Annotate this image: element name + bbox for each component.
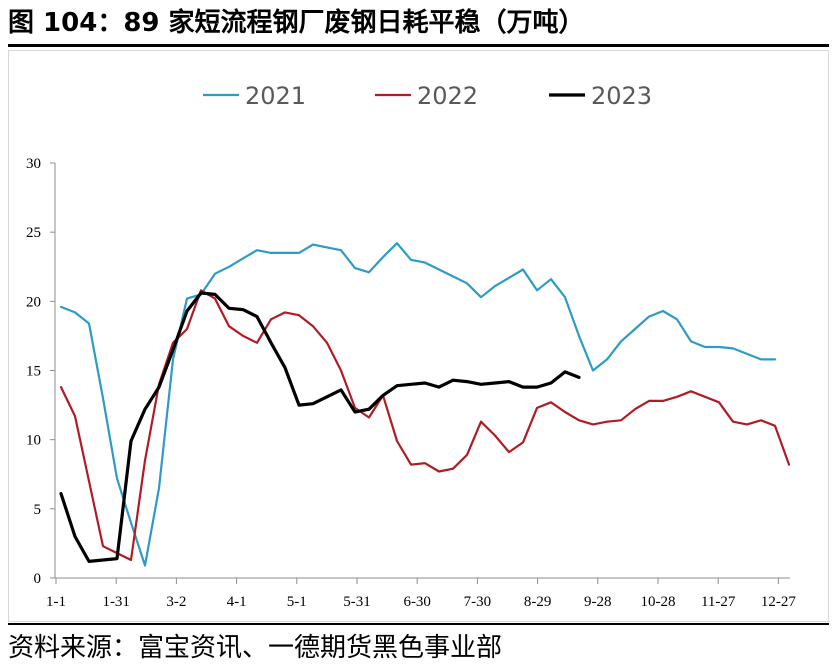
source-note: 资料来源：富宝资讯、一德期货黑色事业部 <box>8 633 503 663</box>
y-tick-label: 0 <box>34 571 42 587</box>
x-tick-label: 4-1 <box>227 594 247 610</box>
figure-title: 图 104：89 家短流程钢厂废钢日耗平稳（万吨） <box>8 8 585 38</box>
y-tick-label: 10 <box>26 433 41 449</box>
x-tick-label: 9-28 <box>584 594 612 610</box>
series-line-2023 <box>59 291 581 563</box>
x-tick-label: 1-1 <box>46 594 66 610</box>
x-tick-label: 5-1 <box>287 594 307 610</box>
chart-axes: 0 5 10 15 20 25 30 1-1 1-31 3-2 4-1 5-1 5-31 6-30 7-30… <box>26 156 796 610</box>
x-tick-label: 12-27 <box>761 594 796 610</box>
legend-label-2022: 2022 <box>417 82 478 110</box>
chart-frame: 2021 2022 2023 0 5 10 15 20 25 30 1-1 1-31 3-2 4-1 5-… <box>8 50 829 622</box>
y-tick-label: 15 <box>26 364 41 380</box>
x-tick-label: 10-28 <box>641 594 676 610</box>
y-tick-label: 5 <box>34 502 42 518</box>
x-tick-label: 7-30 <box>464 594 492 610</box>
x-tick-label: 3-2 <box>166 594 186 610</box>
series-line-2021 <box>59 242 777 567</box>
series-layer <box>59 242 791 567</box>
source-divider <box>8 623 829 625</box>
x-tick-label: 1-31 <box>102 594 130 610</box>
series-line-2022 <box>59 289 791 562</box>
y-tick-label: 25 <box>26 225 41 241</box>
legend-label-2023: 2023 <box>591 82 652 110</box>
line-chart: 2021 2022 2023 0 5 10 15 20 25 30 1-1 1-31 3-2 4-1 5-… <box>26 82 796 610</box>
x-tick-label: 11-27 <box>701 594 736 610</box>
title-divider <box>8 44 829 47</box>
y-tick-label: 20 <box>26 294 41 310</box>
chart-legend: 2021 2022 2023 <box>203 82 652 110</box>
y-tick-label: 30 <box>26 156 41 172</box>
x-tick-label: 8-29 <box>524 594 552 610</box>
x-tick-label: 5-31 <box>343 594 371 610</box>
legend-label-2021: 2021 <box>245 82 306 110</box>
x-tick-label: 6-30 <box>403 594 431 610</box>
